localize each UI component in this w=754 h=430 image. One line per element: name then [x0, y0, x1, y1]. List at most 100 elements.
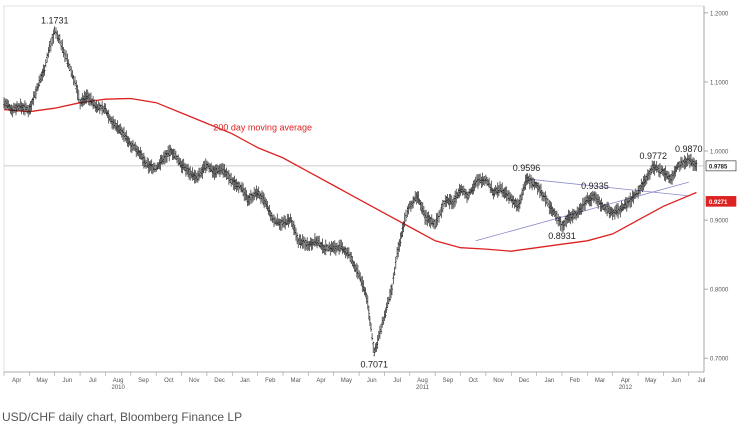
price-bar — [480, 176, 483, 188]
price-bar — [661, 165, 664, 176]
price-bar — [567, 209, 570, 223]
price-bar — [286, 213, 289, 225]
price-bar — [578, 204, 581, 215]
price-bar — [383, 310, 386, 321]
price-bar — [583, 197, 585, 211]
price-bar — [373, 347, 376, 357]
price-bar — [297, 237, 300, 248]
price-bar — [176, 155, 178, 164]
x-tick-label: Feb — [265, 378, 276, 384]
price-bar — [102, 105, 105, 114]
price-bar — [169, 144, 172, 157]
price-bar — [555, 210, 558, 225]
price-bar — [502, 188, 505, 198]
price-bar — [295, 227, 297, 241]
price-bar — [114, 119, 117, 131]
price-bar — [451, 199, 454, 210]
price-bar — [267, 206, 270, 216]
price-bar — [550, 202, 553, 216]
price-bar — [99, 104, 102, 111]
price-bar — [19, 98, 22, 112]
price-bar — [399, 232, 402, 247]
price-bar — [42, 64, 45, 78]
price-bar — [609, 206, 612, 218]
price-bar — [333, 240, 336, 255]
price-bar — [115, 123, 118, 132]
price-bar — [482, 176, 485, 185]
price-bar — [96, 104, 99, 113]
price-bar — [317, 236, 320, 246]
price-bar — [340, 239, 343, 251]
price-bar — [130, 141, 133, 154]
price-bar — [427, 211, 430, 224]
price-bar — [584, 196, 587, 211]
price-bar — [514, 197, 517, 208]
x-year-label: 2010 — [111, 385, 125, 391]
price-bar — [252, 191, 255, 202]
price-bar — [192, 172, 195, 181]
price-bar — [407, 203, 410, 215]
price-bar — [522, 184, 525, 196]
chart-annotation: 0.9772 — [640, 151, 668, 161]
price-bar — [44, 59, 47, 68]
price-bar — [479, 173, 482, 184]
price-bar — [565, 215, 568, 228]
price-bar — [128, 137, 131, 146]
price-bar — [606, 201, 609, 217]
price-bar — [654, 164, 657, 171]
price-bar — [590, 192, 593, 207]
price-bar — [659, 163, 661, 178]
price-bar — [429, 216, 432, 229]
price-bar — [367, 305, 370, 320]
price-bar — [530, 174, 532, 188]
price-bar — [450, 195, 453, 210]
price-bar — [25, 102, 27, 112]
price-bar — [325, 243, 328, 252]
price-bar — [380, 323, 383, 335]
price-bar — [324, 239, 327, 256]
x-tick-label: Dec — [519, 378, 530, 384]
price-bar — [343, 246, 346, 255]
price-bar — [307, 241, 310, 251]
price-bar — [22, 103, 25, 115]
value-marker-label: 0.9785 — [709, 164, 728, 170]
price-bar — [95, 100, 98, 113]
price-bar — [371, 333, 374, 341]
price-bar — [453, 195, 455, 209]
price-bar — [536, 182, 539, 195]
price-bar — [136, 146, 139, 156]
price-bar — [72, 75, 75, 86]
price-bar — [351, 256, 354, 267]
price-bar — [30, 100, 33, 111]
price-bar — [405, 209, 407, 222]
price-bar — [628, 196, 630, 207]
price-bar — [322, 244, 325, 254]
price-bar — [123, 126, 125, 143]
price-bar — [174, 150, 177, 160]
price-bar — [396, 247, 399, 260]
price-bar — [77, 90, 80, 103]
price-bar — [257, 186, 260, 198]
price-bar — [141, 153, 144, 166]
price-bar — [291, 220, 294, 230]
price-bar — [161, 155, 164, 165]
price-bar — [264, 197, 267, 207]
price-bar — [580, 203, 583, 215]
price-bar — [547, 198, 549, 207]
price-bar — [656, 165, 659, 172]
price-bar — [46, 52, 49, 63]
price-bar — [133, 143, 136, 150]
price-bar — [391, 283, 393, 296]
price-bar — [327, 244, 330, 252]
chart-svg: 1.2000 1.1000 1.0000 0.9000 0.8000 0.7000 Apr M… — [3, 5, 737, 391]
x-tick-label: Nov — [493, 378, 504, 384]
price-bar — [559, 216, 562, 231]
price-bar — [347, 247, 350, 259]
price-bar — [388, 288, 391, 302]
price-bar — [8, 103, 11, 111]
price-bar — [152, 162, 155, 173]
price-bar — [280, 216, 283, 231]
price-bar — [418, 198, 421, 205]
chart-caption: USD/CHF daily chart, Bloomberg Finance L… — [2, 410, 243, 424]
price-bar — [534, 181, 537, 188]
